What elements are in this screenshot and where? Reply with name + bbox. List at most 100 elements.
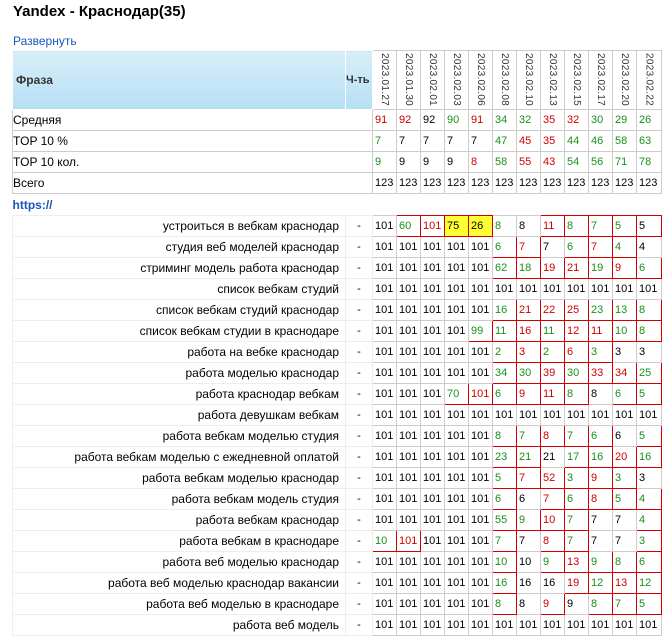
position-cell: 101 — [444, 593, 469, 616]
column-date[interactable]: 2023.01.27 — [372, 49, 397, 111]
date-label: 2023.01.27 — [379, 53, 390, 107]
position-cell: 101 — [444, 551, 469, 574]
position-cell: 20 — [612, 446, 637, 469]
position-cell: 5 — [636, 215, 662, 238]
position-cell: 52 — [540, 467, 565, 490]
column-date[interactable]: 2023.02.01 — [420, 49, 445, 111]
url-row: https:// — [13, 194, 662, 216]
column-date[interactable]: 2023.02.17 — [588, 49, 613, 111]
position-cell: 101 — [468, 467, 493, 490]
position-cell: 9 — [516, 383, 541, 406]
position-cell: 19 — [564, 572, 589, 595]
column-date[interactable]: 2023.02.20 — [612, 49, 637, 111]
position-cell: 6 — [612, 383, 637, 406]
column-date[interactable]: 2023.02.22 — [636, 49, 662, 111]
keyword-frequency: - — [345, 299, 373, 322]
column-date[interactable]: 2023.02.06 — [468, 49, 493, 111]
position-cell: 101 — [564, 404, 589, 427]
position-cell: 101 — [636, 404, 662, 427]
summary-value: 7 — [372, 130, 397, 153]
site-url[interactable]: https:// — [12, 197, 53, 212]
date-label: 2023.02.06 — [475, 53, 486, 107]
position-cell: 9 — [564, 593, 589, 616]
column-frequency[interactable]: Ч-ть — [345, 49, 373, 111]
position-cell: 2 — [540, 341, 565, 364]
column-phrase[interactable]: Фраза — [12, 49, 346, 111]
position-cell: 7 — [588, 236, 613, 259]
position-cell: 101 — [444, 488, 469, 511]
expand-link[interactable]: Развернуть — [13, 34, 77, 48]
summary-value: 32 — [564, 109, 589, 132]
position-cell: 101 — [468, 614, 493, 636]
keyword-phrase: работа девушкам вебкам — [12, 404, 346, 427]
keyword-row: работа на вебке краснодар -101 101 101 101 10… — [12, 341, 662, 364]
summary-value: 9 — [444, 151, 469, 174]
position-cell: 101 — [444, 425, 469, 448]
position-cell: 101 — [468, 425, 493, 448]
summary-label: TOP 10 % — [12, 130, 373, 153]
summary-row: Всего 123 123 123 123 123 123 123 123 123 123 123 12… — [12, 172, 662, 195]
keyword-phrase: работа вебкам краснодар — [12, 509, 346, 532]
position-cell: 6 — [612, 425, 637, 448]
keyword-row: устроиться в вебкам краснодар -101 60 101 75… — [12, 215, 662, 238]
position-cell: 101 — [372, 215, 397, 238]
position-cell: 101 — [396, 614, 421, 636]
keyword-row: работа веб моделью краснодар -101 101 101 10… — [12, 551, 662, 574]
position-cell: 101 — [540, 278, 565, 301]
column-date[interactable]: 2023.02.15 — [564, 49, 589, 111]
column-date[interactable]: 2023.01.30 — [396, 49, 421, 111]
position-cell: 101 — [468, 404, 493, 427]
position-cell: 7 — [588, 509, 613, 532]
position-cell: 101 — [564, 278, 589, 301]
position-cell: 4 — [636, 509, 662, 532]
column-date[interactable]: 2023.02.03 — [444, 49, 469, 111]
date-label: 2023.02.13 — [547, 53, 558, 107]
summary-value: 63 — [636, 130, 662, 153]
position-cell: 10 — [516, 551, 541, 574]
summary-value: 91 — [468, 109, 493, 132]
position-cell: 101 — [636, 278, 662, 301]
summary-value: 123 — [420, 172, 445, 195]
summary-value: 43 — [540, 151, 565, 174]
position-cell: 101 — [396, 383, 421, 406]
position-cell: 101 — [492, 404, 517, 427]
summary-value: 71 — [612, 151, 637, 174]
position-cell: 70 — [444, 383, 469, 406]
page-title: Yandex - Краснодар(35) — [13, 3, 186, 20]
date-label: 2023.02.08 — [499, 53, 510, 107]
keyword-phrase: работа веб моделью краснодар — [12, 551, 346, 574]
keyword-phrase: работа краснодар вебкам — [12, 383, 346, 406]
column-date[interactable]: 2023.02.10 — [516, 49, 541, 111]
position-cell: 101 — [468, 257, 493, 280]
summary-value: 44 — [564, 130, 589, 153]
position-cell: 11 — [540, 320, 565, 343]
summary-value: 9 — [420, 151, 445, 174]
column-date[interactable]: 2023.02.13 — [540, 49, 565, 111]
position-cell: 101 — [372, 362, 397, 385]
keyword-frequency: - — [345, 509, 373, 532]
summary-value: 55 — [516, 151, 541, 174]
column-date[interactable]: 2023.02.08 — [492, 49, 517, 111]
position-cell: 101 — [396, 467, 421, 490]
keyword-phrase: работа вебкам моделью краснодар — [12, 467, 346, 490]
keyword-frequency: - — [345, 236, 373, 259]
keyword-phrase: список вебкам студий краснодар — [12, 299, 346, 322]
position-cell: 3 — [636, 467, 662, 490]
position-cell: 10 — [372, 530, 397, 553]
keyword-phrase: студия веб моделей краснодар — [12, 236, 346, 259]
summary-value: 58 — [612, 130, 637, 153]
position-cell: 101 — [396, 299, 421, 322]
position-cell: 101 — [492, 614, 517, 636]
position-cell: 11 — [540, 383, 565, 406]
table-header: Фраза Ч-ть 2023.01.27 2023.01.30 2023.02.0… — [12, 49, 662, 111]
position-cell: 101 — [396, 572, 421, 595]
keyword-frequency: - — [345, 278, 373, 301]
position-cell: 34 — [492, 362, 517, 385]
keyword-frequency: - — [345, 320, 373, 343]
position-cell: 101 — [444, 404, 469, 427]
position-cell: 7 — [564, 425, 589, 448]
summary-label: Всего — [12, 172, 373, 195]
keyword-row: работа вебкам моделью краснодар -101 101 10… — [12, 467, 662, 490]
summary-value: 123 — [468, 172, 493, 195]
date-label: 2023.02.15 — [571, 53, 582, 107]
